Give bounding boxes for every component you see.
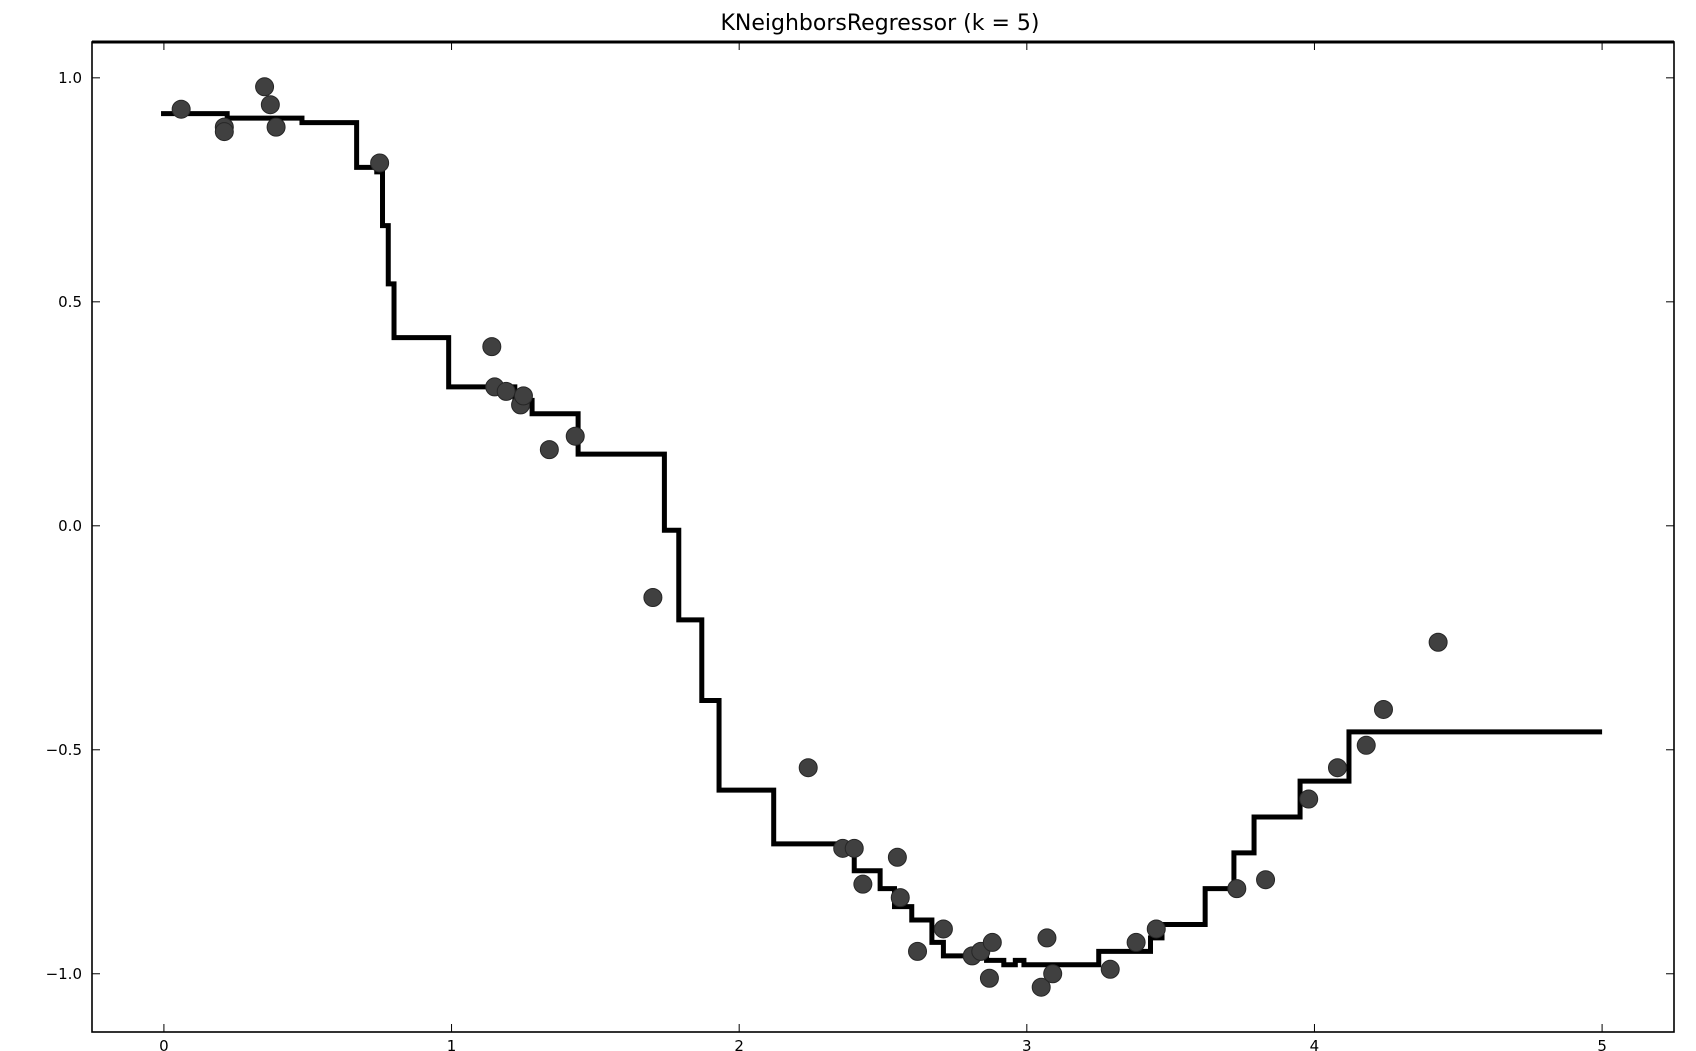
data-point — [643, 587, 663, 607]
data-point — [171, 99, 191, 119]
data-point — [1031, 977, 1051, 997]
data-point — [1043, 964, 1063, 984]
data-point — [565, 426, 585, 446]
data-point — [1299, 789, 1319, 809]
plot-area — [161, 77, 1603, 997]
chart-axes: 0 1 2 3 4 5 1.0 0.5 0.0 −0.5 −1.0 — [46, 40, 1675, 1051]
data-point — [255, 77, 275, 97]
y-tick-label: 0.5 — [58, 293, 82, 311]
x-tick-label: 3 — [1022, 1037, 1032, 1051]
data-point — [1037, 928, 1057, 948]
axis-tick-labels: 0 1 2 3 4 5 1.0 0.5 0.0 −0.5 −1.0 — [46, 69, 1607, 1051]
data-point — [908, 941, 928, 961]
data-point — [933, 919, 953, 939]
y-tick-label: 1.0 — [58, 69, 82, 87]
y-tick-label: −1.0 — [46, 965, 82, 983]
chart-title: KNeighborsRegressor (k = 5) — [720, 11, 1039, 36]
data-point — [1428, 632, 1448, 652]
data-point — [1356, 735, 1376, 755]
data-point — [482, 337, 502, 357]
axes-frame — [91, 41, 1675, 1033]
data-point — [513, 386, 533, 406]
x-tick-label: 5 — [1597, 1037, 1607, 1051]
data-point — [266, 117, 286, 137]
x-tick-label: 4 — [1310, 1037, 1320, 1051]
data-point — [798, 758, 818, 778]
y-tick-label: 0.0 — [58, 517, 82, 535]
x-tick-label: 2 — [734, 1037, 744, 1051]
data-point — [890, 888, 910, 908]
x-tick-label: 1 — [447, 1037, 457, 1051]
data-point — [979, 968, 999, 988]
data-point — [887, 847, 907, 867]
data-point — [1146, 919, 1166, 939]
data-point — [496, 381, 516, 401]
data-point — [539, 440, 559, 460]
data-point — [1373, 699, 1393, 719]
data-point — [844, 838, 864, 858]
regression-step-line — [161, 111, 1603, 968]
y-tick-label: −0.5 — [46, 741, 82, 759]
data-point — [260, 95, 280, 115]
data-point — [1227, 879, 1247, 899]
data-point — [1327, 758, 1347, 778]
data-point — [1100, 959, 1120, 979]
data-point — [214, 122, 234, 142]
x-tick-label: 0 — [159, 1037, 169, 1051]
data-point — [1126, 932, 1146, 952]
axis-ticks — [92, 42, 1674, 1032]
data-point — [982, 932, 1002, 952]
data-point — [370, 153, 390, 173]
data-point — [1256, 870, 1276, 890]
data-point — [853, 874, 873, 894]
scatter-points — [171, 77, 1448, 997]
